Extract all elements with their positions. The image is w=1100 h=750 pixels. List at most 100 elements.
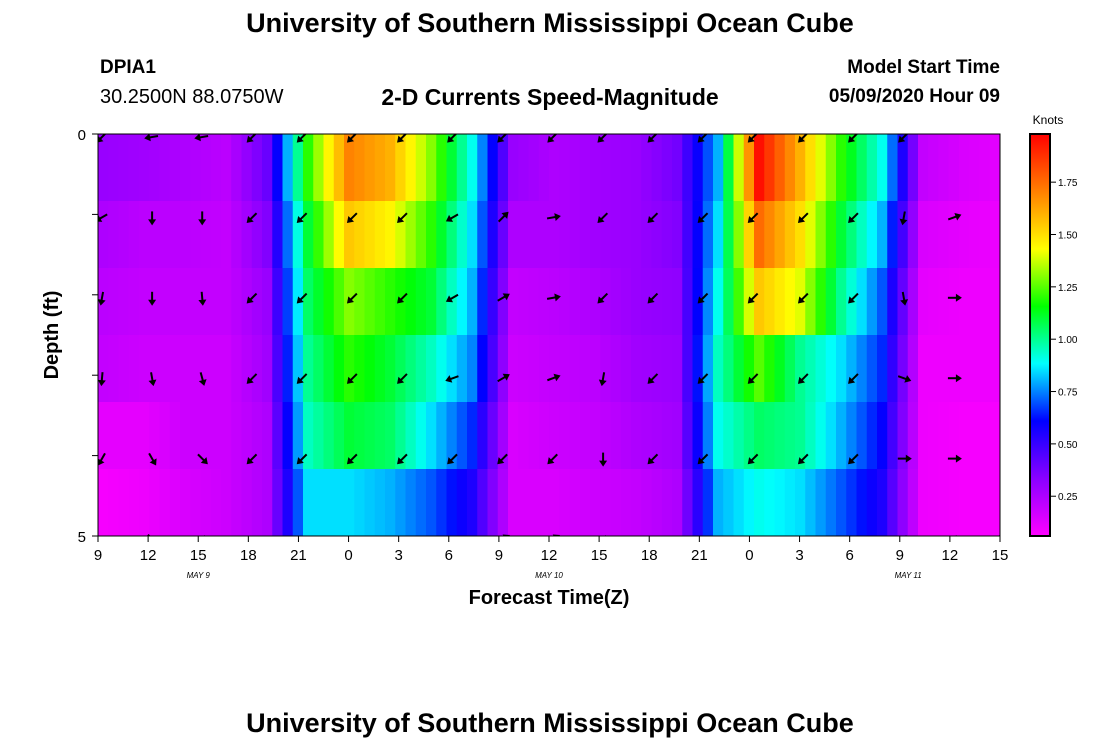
heatmap-cell [139,268,150,336]
heatmap-cell [374,469,386,536]
y-axis: 05 [78,127,98,546]
heatmap-cell [579,335,591,403]
heatmap-cell [344,201,355,269]
heatmap-cell [180,201,191,269]
arrow-head [697,296,705,304]
heatmap-cell [918,201,929,269]
heatmap-cell [405,268,417,336]
heatmap-cell [723,268,735,336]
model-start-label: Model Start Time [847,57,1000,78]
heatmap-cell [374,134,386,202]
heatmap-cell [774,402,786,470]
current-arrow [599,452,608,467]
heatmap-cell [303,201,314,269]
heatmap-cell [754,335,765,403]
current-arrow [797,212,809,224]
heatmap-cell [231,268,243,336]
heatmap-cell [579,134,591,202]
heatmap-cell [385,134,396,202]
heatmap-cell [456,469,468,536]
current-arrow [397,134,408,143]
heatmap-cell [241,402,253,470]
heatmap-cell [221,402,232,470]
heatmap-cell [959,402,970,470]
heatmap-cell [272,134,284,202]
current-arrow [497,453,508,465]
heatmap-cell [528,335,540,403]
current-arrow [346,373,358,384]
heatmap-cell [262,201,273,269]
heatmap-cell [897,335,909,403]
heatmap-cell [405,469,417,536]
heatmap-cell [436,469,448,536]
heatmap-cell [713,268,724,336]
heatmap-cell [313,335,325,403]
heatmap-cell [241,134,253,202]
heatmap-cell [139,134,150,202]
heatmap-cell [487,134,499,202]
heatmap-cell [692,402,704,470]
current-arrow [947,454,962,463]
heatmap-cell [262,469,273,536]
heatmap-cell [836,268,847,336]
heatmap-cell [989,402,1000,470]
current-arrow [747,292,759,304]
current-arrow [647,212,659,224]
heatmap-cell [231,134,243,202]
heatmap-cell [795,201,806,269]
heatmap-cell [98,335,109,403]
heatmap-cell [149,134,161,202]
heatmap-cell [764,335,776,403]
x-tick-label: 18 [240,547,257,564]
heatmap-cell [303,402,314,470]
current-arrow [947,212,962,221]
heatmap-cell [733,335,745,403]
heatmap-cell [948,335,960,403]
heatmap-cell [210,268,222,336]
heatmap-cell [385,201,396,269]
heatmap-cell [938,402,950,470]
heatmap-cell [723,402,735,470]
heatmap-cell [825,335,837,403]
heatmap-cell [569,402,581,470]
heatmap-cell [713,335,724,403]
heatmap-cell [415,134,427,202]
heatmap-cell [364,402,376,470]
heatmap-cell [169,134,181,202]
heatmap-cell [590,335,601,403]
heatmap-cell [354,402,366,470]
heatmap-cell [600,335,612,403]
heatmap-cell [415,268,427,336]
heatmap-cell [169,268,181,336]
arrow-head [445,214,454,222]
heatmap-cell [754,201,765,269]
heatmap-cell [692,134,704,202]
heatmap-cell [846,335,858,403]
heatmap-cell [702,268,714,336]
heatmap-cell [795,335,806,403]
heatmap-cell [518,469,530,536]
heatmap-cell [190,268,202,336]
heatmap-cell [815,201,827,269]
current-arrow [797,453,809,465]
heatmap-cell [764,469,776,536]
x-tick-label: 3 [394,547,402,564]
heatmap-cell [672,469,683,536]
colorbar-tick-label: 1.25 [1058,283,1078,294]
heatmap-cell [508,134,519,202]
heatmap-cell [221,134,232,202]
heatmap-cell [825,268,837,336]
heatmap-cell [241,469,253,536]
current-arrow [346,292,358,304]
arrow-head [797,296,806,304]
heatmap-cell [344,134,355,202]
current-arrow [697,453,709,465]
heatmap-cell [354,201,366,269]
heatmap-cell [323,268,335,336]
arrow-head [1004,537,1013,547]
heatmap-cell [385,268,396,336]
current-arrow [848,373,859,384]
heatmap-cell [231,335,243,403]
heatmap-cell [333,268,345,336]
